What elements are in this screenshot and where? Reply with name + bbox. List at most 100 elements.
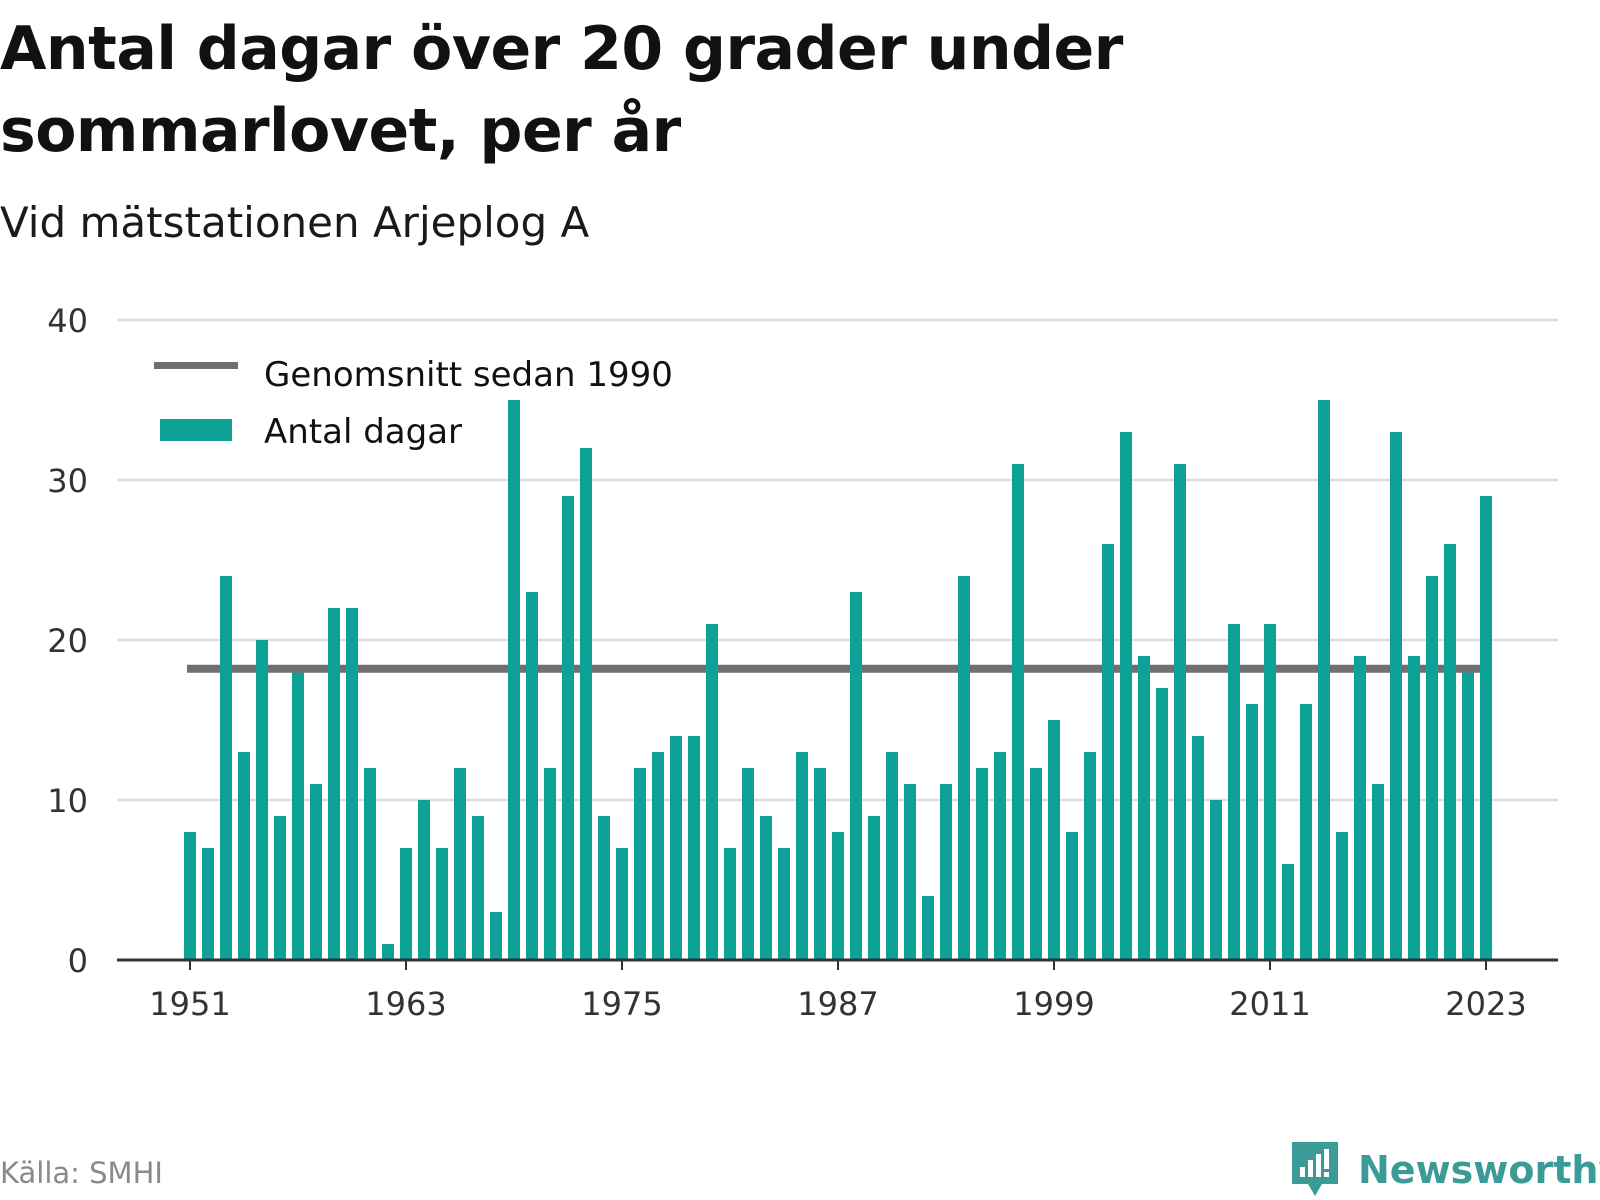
bar — [436, 848, 448, 960]
bar — [400, 848, 412, 960]
x-tick-label: 1987 — [797, 985, 878, 1023]
x-tick-label: 1999 — [1013, 985, 1094, 1023]
bar-overlay — [1138, 656, 1150, 960]
bar — [1048, 720, 1060, 960]
bar — [364, 768, 376, 960]
bar-overlay — [1174, 464, 1186, 960]
y-tick-label: 20 — [47, 622, 88, 660]
bar — [472, 816, 484, 960]
bar-overlay — [1120, 432, 1132, 960]
bar-overlay — [508, 400, 520, 960]
bar-overlay — [1390, 432, 1402, 960]
x-tick-label: 2023 — [1445, 985, 1526, 1023]
legend-label-average: Genomsnitt sedan 1990 — [264, 355, 673, 395]
bar-chart: 0 10 20 30 40 1951 1963 1975 1987 1999 2011 2023 G… — [47, 302, 1558, 1023]
bar — [724, 848, 736, 960]
x-tick-label: 2011 — [1229, 985, 1310, 1023]
bar-overlay — [1354, 656, 1366, 960]
bar-overlay — [580, 448, 592, 960]
bar-overlay — [1426, 576, 1438, 960]
chart-title: Antal dagar över 20 grader under sommarl… — [0, 14, 1123, 166]
bar — [976, 768, 988, 960]
bar — [922, 896, 934, 960]
bar — [1156, 688, 1168, 960]
bar — [1030, 768, 1042, 960]
bar-overlay — [526, 592, 538, 960]
bar — [742, 768, 754, 960]
source-note: Källa: SMHI — [0, 1156, 163, 1190]
legend-bar-swatch — [160, 419, 232, 441]
bar — [634, 768, 646, 960]
bar — [652, 752, 664, 960]
bar — [796, 752, 808, 960]
bar-overlay — [958, 576, 970, 960]
x-tick-label: 1975 — [581, 985, 662, 1023]
bar-overlay — [220, 576, 232, 960]
bar-overlay — [1318, 400, 1330, 960]
bar — [1192, 736, 1204, 960]
bar — [454, 768, 466, 960]
bar-overlay — [1408, 656, 1420, 960]
bar — [382, 944, 394, 960]
bar — [544, 768, 556, 960]
bar — [1066, 832, 1078, 960]
bar-series — [184, 400, 1492, 960]
bar — [1300, 704, 1312, 960]
bar-overlay — [850, 592, 862, 960]
bar — [670, 736, 682, 960]
brand-logo: Newsworthy — [1290, 1140, 1600, 1200]
bar — [238, 752, 250, 960]
bar — [760, 816, 772, 960]
bar — [274, 816, 286, 960]
legend-label-bars: Antal dagar — [264, 412, 462, 452]
bar-overlay — [706, 624, 718, 960]
bar — [1336, 832, 1348, 960]
bar — [868, 816, 880, 960]
bar — [886, 752, 898, 960]
legend: Genomsnitt sedan 1990 Antal dagar — [154, 355, 673, 452]
bar — [1210, 800, 1222, 960]
bar — [1282, 864, 1294, 960]
x-axis: 1951 1963 1975 1987 1999 2011 2023 — [117, 958, 1558, 1023]
bar — [814, 768, 826, 960]
bar — [310, 784, 322, 960]
legend-line-swatch — [154, 362, 238, 369]
brand-name: Newsworthy — [1358, 1148, 1600, 1192]
y-tick-label: 40 — [47, 302, 88, 340]
bar — [184, 832, 196, 960]
bar — [598, 816, 610, 960]
bar — [940, 784, 952, 960]
bar — [778, 848, 790, 960]
y-tick-label: 10 — [47, 782, 88, 820]
x-tick-label: 1951 — [149, 985, 230, 1023]
chart-subtitle: Vid mätstationen Arjeplog A — [0, 198, 590, 247]
average-line-layer — [187, 400, 1492, 960]
y-axis-ticks: 0 10 20 30 40 — [47, 302, 88, 980]
bar — [616, 848, 628, 960]
bar — [202, 848, 214, 960]
bar — [292, 672, 304, 960]
bar-overlay — [1264, 624, 1276, 960]
bar — [1462, 672, 1474, 960]
bar — [490, 912, 502, 960]
bar — [994, 752, 1006, 960]
bar-overlay — [346, 608, 358, 960]
bar-chart-logo-icon — [1292, 1142, 1338, 1196]
bar-overlay — [1102, 544, 1114, 960]
bar — [1246, 704, 1258, 960]
bar — [418, 800, 430, 960]
bar-overlay — [256, 640, 268, 960]
x-tick-label: 1963 — [365, 985, 446, 1023]
bar-overlay — [1012, 464, 1024, 960]
bar-overlay — [562, 496, 574, 960]
bar — [688, 736, 700, 960]
bar-overlay — [1444, 544, 1456, 960]
y-tick-label: 0 — [68, 942, 88, 980]
bar-overlay — [1228, 624, 1240, 960]
bar — [832, 832, 844, 960]
bar-overlay — [1480, 496, 1492, 960]
bar — [1084, 752, 1096, 960]
bar-overlay — [328, 608, 340, 960]
y-tick-label: 30 — [47, 462, 88, 500]
bar — [904, 784, 916, 960]
